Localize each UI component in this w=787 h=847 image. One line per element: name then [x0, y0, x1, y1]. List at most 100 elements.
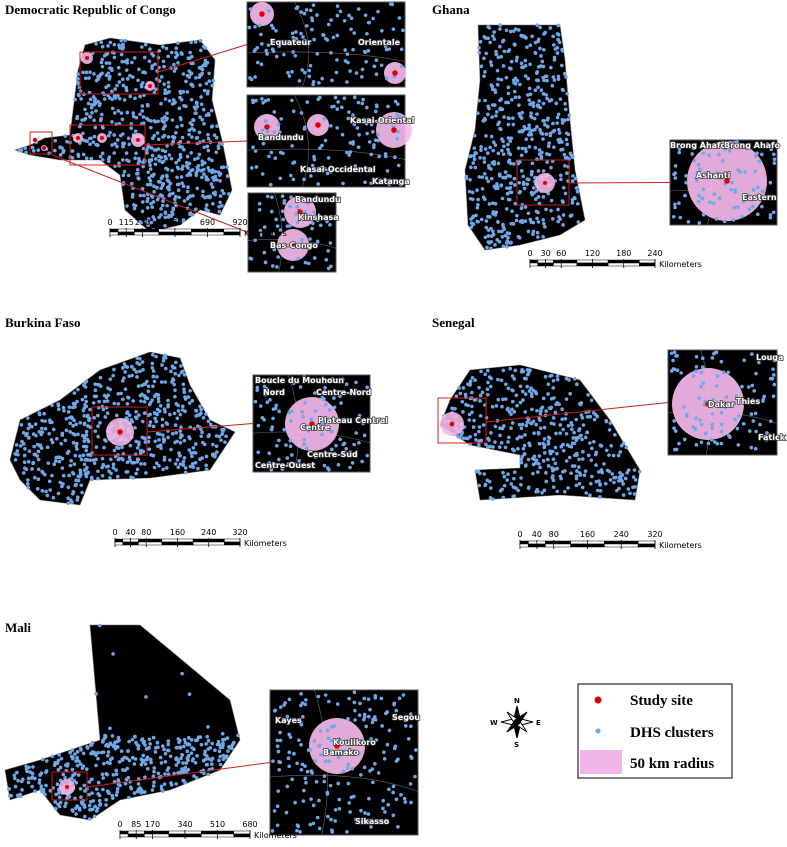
dhs-cluster [176, 760, 181, 765]
dhs-cluster [112, 151, 116, 155]
dhs-cluster [25, 769, 29, 774]
dhs-cluster [364, 724, 368, 729]
dhs-cluster [163, 751, 168, 756]
dhs-cluster [199, 407, 203, 412]
dhs-cluster [505, 239, 510, 243]
dhs-cluster [23, 447, 27, 451]
dhs-cluster [498, 126, 502, 131]
dhs-cluster [487, 479, 492, 484]
dhs-cluster [506, 136, 511, 140]
dhs-cluster [93, 388, 98, 392]
dhs-cluster [289, 419, 293, 423]
dhs-cluster [346, 766, 350, 770]
dhs-cluster [148, 742, 152, 746]
dhs-cluster [544, 132, 549, 136]
dhs-cluster [189, 150, 193, 155]
dhs-cluster [204, 742, 208, 746]
dhs-cluster [348, 69, 352, 73]
study-site [334, 743, 340, 749]
dhs-cluster [741, 199, 746, 204]
dhs-cluster [208, 422, 213, 427]
dhs-cluster [56, 758, 61, 763]
dhs-cluster [751, 398, 755, 402]
dhs-cluster [19, 779, 24, 784]
dhs-cluster [496, 377, 500, 382]
dhs-cluster [143, 42, 148, 47]
dhs-cluster [199, 95, 203, 99]
scale-segment [208, 538, 225, 543]
study-site [705, 401, 711, 407]
dhs-cluster [489, 234, 494, 239]
dhs-cluster [130, 737, 135, 742]
dhs-cluster [546, 441, 551, 446]
dhs-cluster [84, 429, 89, 434]
dhs-cluster [159, 186, 164, 191]
dhs-cluster [363, 180, 367, 185]
dhs-cluster [463, 392, 468, 397]
country-shape [4, 624, 241, 821]
dhs-cluster [498, 27, 502, 31]
dhs-cluster [542, 451, 547, 455]
scale-segment [553, 540, 571, 545]
dhs-cluster [352, 690, 357, 695]
dhs-cluster [120, 77, 125, 82]
dhs-cluster [544, 93, 548, 97]
dhs-cluster [566, 117, 570, 122]
dhs-cluster [303, 776, 308, 781]
dhs-cluster [694, 443, 699, 447]
dhs-cluster [150, 66, 154, 71]
dhs-cluster [489, 83, 494, 87]
dhs-cluster [747, 196, 751, 201]
dhs-cluster [755, 212, 760, 217]
dhs-cluster [194, 171, 199, 175]
dhs-cluster [197, 413, 202, 417]
dhs-cluster [127, 455, 132, 460]
dhs-cluster [79, 97, 83, 101]
dhs-cluster [104, 803, 108, 807]
dhs-cluster [176, 403, 180, 408]
dhs-cluster [156, 396, 161, 401]
dhs-cluster [484, 219, 489, 223]
dhs-cluster [266, 194, 270, 199]
dhs-cluster [75, 755, 79, 760]
dhs-cluster [110, 756, 114, 761]
dhs-cluster [473, 397, 478, 402]
dhs-cluster [402, 796, 407, 801]
dhs-cluster [772, 161, 777, 165]
dhs-cluster [56, 402, 60, 406]
dhs-cluster [285, 784, 290, 789]
dhs-cluster [73, 796, 77, 801]
dhs-cluster [479, 369, 483, 374]
dhs-cluster [333, 807, 338, 812]
dhs-cluster [274, 28, 278, 33]
dhs-cluster [691, 374, 696, 378]
dhs-cluster [181, 89, 186, 94]
dhs-cluster [309, 174, 313, 178]
dhs-cluster [354, 431, 359, 435]
dhs-cluster [264, 48, 269, 53]
dhs-cluster [68, 421, 72, 426]
dhs-cluster [13, 452, 18, 456]
dhs-cluster [504, 28, 509, 33]
dhs-cluster [519, 369, 524, 374]
dhs-cluster [106, 464, 110, 469]
dhs-cluster [168, 412, 172, 417]
dhs-cluster [191, 84, 195, 88]
dhs-cluster [174, 763, 179, 767]
dhs-cluster [151, 784, 156, 788]
dhs-cluster [715, 374, 720, 378]
dhs-cluster [364, 59, 368, 64]
dhs-cluster [125, 470, 130, 474]
dhs-cluster [510, 399, 515, 404]
dhs-cluster [376, 771, 381, 775]
dhs-cluster [291, 177, 296, 182]
dhs-cluster [77, 475, 82, 479]
dhs-cluster [26, 780, 31, 785]
dhs-cluster [467, 412, 472, 417]
dhs-cluster [350, 741, 355, 746]
region-label: Brong Ahafo [724, 141, 781, 150]
dhs-cluster [98, 421, 102, 425]
dhs-cluster [98, 384, 103, 388]
dhs-cluster [698, 418, 702, 422]
dhs-cluster [262, 225, 267, 229]
